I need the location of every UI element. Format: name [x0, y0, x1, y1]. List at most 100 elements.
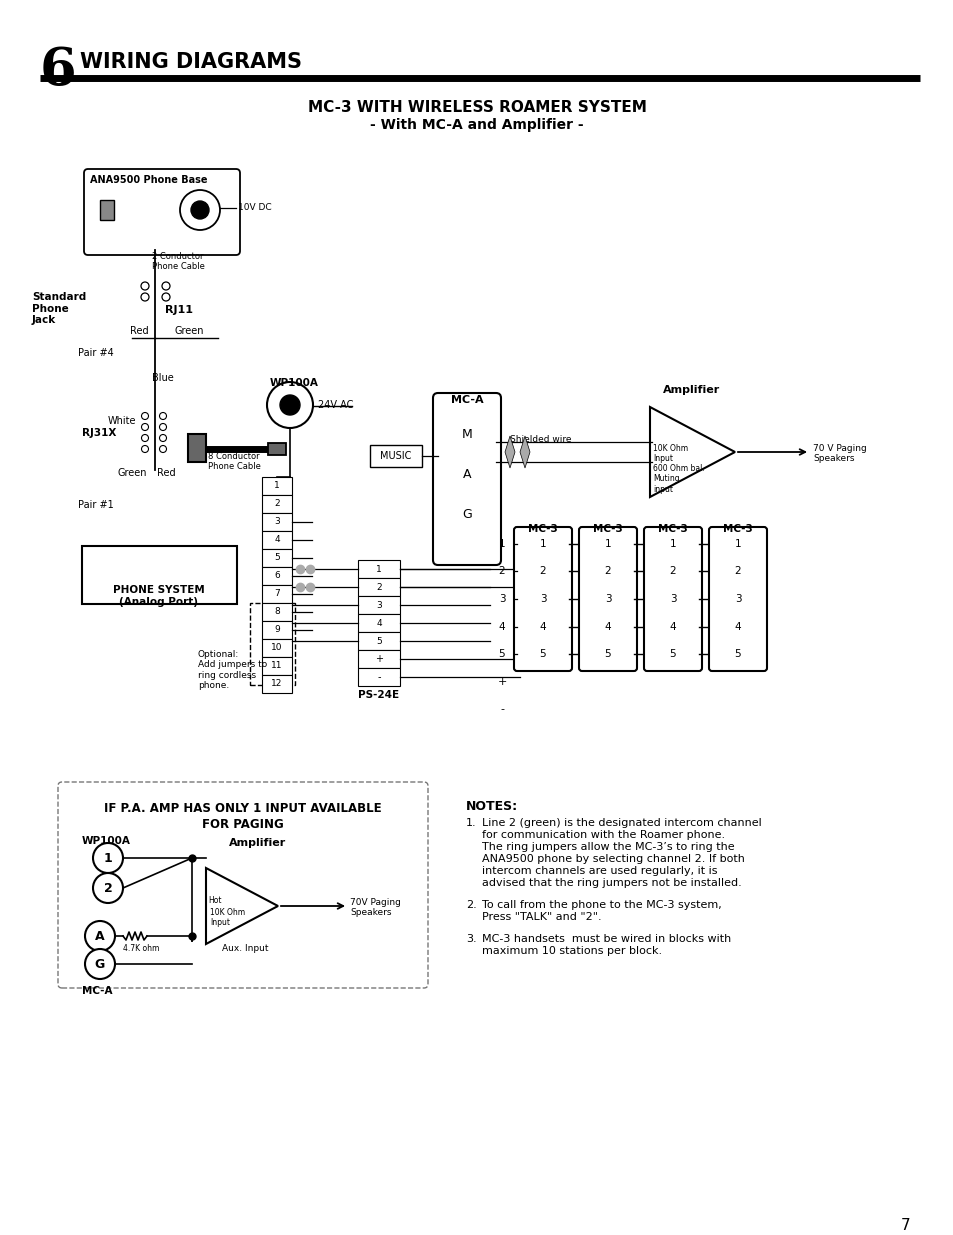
Text: 4: 4 — [274, 536, 279, 545]
Text: Optional:
Add jumpers to
ring cordless
phone.: Optional: Add jumpers to ring cordless p… — [198, 650, 267, 690]
FancyBboxPatch shape — [84, 169, 240, 254]
Text: MC-A: MC-A — [450, 395, 483, 405]
Text: 7: 7 — [274, 589, 279, 599]
Circle shape — [141, 293, 149, 301]
Text: The ring jumpers allow the MC-3’s to ring the: The ring jumpers allow the MC-3’s to rin… — [481, 842, 734, 852]
Text: 1: 1 — [274, 482, 279, 490]
Text: 1: 1 — [498, 538, 505, 548]
Text: NOTES:: NOTES: — [465, 800, 517, 813]
Text: 3: 3 — [734, 594, 740, 604]
Bar — [262, 567, 292, 585]
Text: Green: Green — [174, 326, 204, 336]
Text: 9: 9 — [274, 625, 279, 635]
Text: 70V Paging
Speakers: 70V Paging Speakers — [350, 898, 400, 918]
Bar — [357, 614, 399, 632]
Circle shape — [280, 395, 299, 415]
Circle shape — [159, 424, 167, 431]
Text: WP100A: WP100A — [82, 836, 131, 846]
Polygon shape — [519, 436, 530, 468]
Bar — [357, 578, 399, 597]
Bar — [357, 559, 399, 578]
Circle shape — [267, 382, 313, 429]
Text: ANA9500 phone by selecting channel 2. If both: ANA9500 phone by selecting channel 2. If… — [481, 853, 744, 864]
Text: 2: 2 — [104, 882, 112, 894]
Text: G: G — [94, 957, 105, 971]
Bar — [262, 513, 292, 531]
Text: 8 Conductor
Phone Cable: 8 Conductor Phone Cable — [208, 452, 260, 472]
Text: 2: 2 — [274, 499, 279, 509]
Text: 4: 4 — [604, 621, 611, 631]
Circle shape — [141, 435, 149, 441]
Circle shape — [141, 446, 149, 452]
Text: 12: 12 — [271, 679, 282, 688]
FancyBboxPatch shape — [643, 527, 701, 671]
Text: 2.: 2. — [465, 900, 476, 910]
Text: advised that the ring jumpers not be installed.: advised that the ring jumpers not be ins… — [481, 878, 741, 888]
Text: 11: 11 — [271, 662, 282, 671]
FancyBboxPatch shape — [58, 782, 428, 988]
Text: Press "TALK" and "2".: Press "TALK" and "2". — [481, 911, 601, 923]
Text: 3: 3 — [669, 594, 676, 604]
Text: 2: 2 — [604, 567, 611, 577]
Text: Amplifier: Amplifier — [229, 839, 286, 848]
Text: maximum 10 stations per block.: maximum 10 stations per block. — [481, 946, 661, 956]
Text: 5: 5 — [375, 636, 381, 646]
Bar — [262, 477, 292, 495]
Bar — [100, 200, 113, 220]
Text: 1.: 1. — [465, 818, 476, 827]
Polygon shape — [504, 436, 515, 468]
Text: +: + — [497, 677, 506, 687]
Text: 4: 4 — [734, 621, 740, 631]
Text: 1: 1 — [539, 538, 546, 548]
Text: 5: 5 — [734, 650, 740, 659]
Text: 4: 4 — [498, 621, 505, 631]
Text: 2: 2 — [375, 583, 381, 592]
Text: 3.: 3. — [465, 934, 476, 944]
Text: 6: 6 — [274, 572, 279, 580]
Circle shape — [191, 201, 209, 219]
Bar — [188, 433, 206, 462]
Text: 1: 1 — [375, 564, 381, 573]
Bar — [357, 650, 399, 668]
Text: Blue: Blue — [152, 373, 173, 383]
Text: 3: 3 — [498, 594, 505, 604]
Circle shape — [180, 190, 220, 230]
Bar — [357, 632, 399, 650]
Text: 3: 3 — [604, 594, 611, 604]
Bar — [262, 676, 292, 693]
Text: MC-3: MC-3 — [722, 524, 752, 534]
Circle shape — [159, 446, 167, 452]
Text: 5: 5 — [274, 553, 279, 562]
Bar — [262, 638, 292, 657]
Text: MUSIC: MUSIC — [380, 451, 412, 461]
Text: WP100A: WP100A — [270, 378, 318, 388]
Text: 3: 3 — [539, 594, 546, 604]
Text: 8: 8 — [274, 608, 279, 616]
Text: ANA9500 Phone Base: ANA9500 Phone Base — [90, 175, 208, 185]
Text: IF P.A. AMP HAS ONLY 1 INPUT AVAILABLE: IF P.A. AMP HAS ONLY 1 INPUT AVAILABLE — [104, 802, 381, 815]
Text: Amplifier: Amplifier — [662, 385, 720, 395]
Bar — [250, 603, 294, 685]
Circle shape — [92, 844, 123, 873]
Text: 2 Conductor
Phone Cable: 2 Conductor Phone Cable — [152, 252, 205, 272]
Text: Red: Red — [130, 326, 149, 336]
Text: Standard
Phone
Jack: Standard Phone Jack — [32, 291, 86, 325]
Text: MC-3: MC-3 — [528, 524, 558, 534]
Text: 5: 5 — [669, 650, 676, 659]
Text: 2: 2 — [498, 567, 505, 577]
Text: Green: Green — [118, 468, 148, 478]
Text: 1: 1 — [604, 538, 611, 548]
Circle shape — [92, 873, 123, 903]
Bar — [82, 546, 236, 604]
Text: 6: 6 — [40, 44, 76, 96]
Text: Pair #1: Pair #1 — [78, 500, 113, 510]
Bar — [357, 597, 399, 614]
Text: A: A — [462, 468, 471, 480]
Text: 2: 2 — [539, 567, 546, 577]
Bar — [262, 603, 292, 621]
Circle shape — [141, 424, 149, 431]
Text: To call from the phone to the MC-3 system,: To call from the phone to the MC-3 syste… — [481, 900, 721, 910]
Text: 1: 1 — [734, 538, 740, 548]
Text: 4.7K ohm: 4.7K ohm — [123, 944, 159, 953]
Bar — [262, 550, 292, 567]
